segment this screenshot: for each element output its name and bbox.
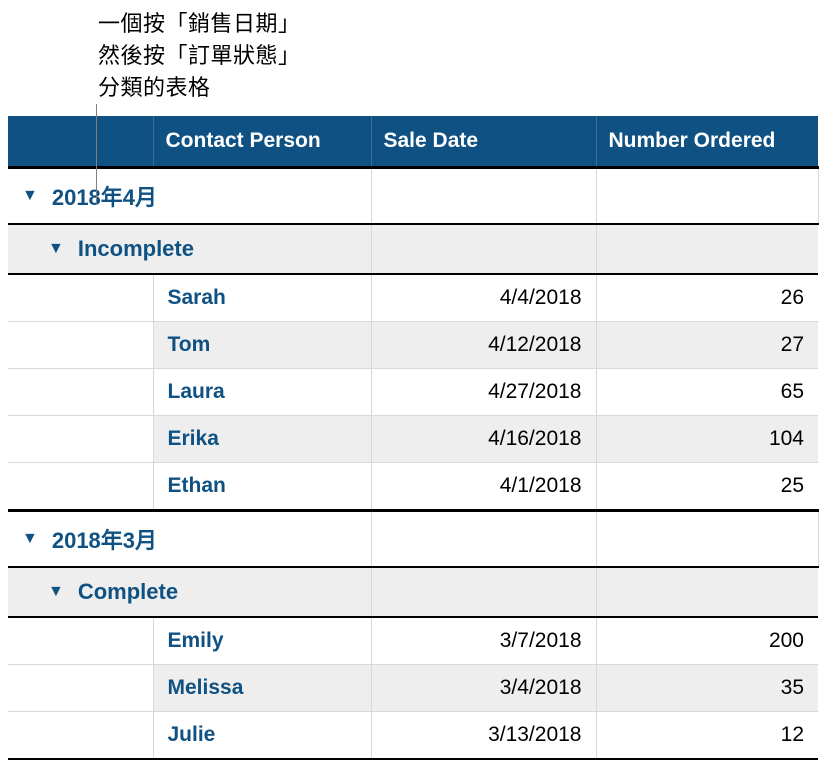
disclosure-triangle-icon[interactable]: ▼ xyxy=(22,530,38,548)
date-cell[interactable]: 3/7/2018 xyxy=(371,617,596,665)
header-num[interactable]: Number Ordered xyxy=(596,116,818,168)
num-cell[interactable]: 27 xyxy=(596,321,818,368)
contact-cell[interactable]: Ethan xyxy=(153,462,371,510)
contact-cell[interactable]: Emily xyxy=(153,617,371,665)
num-cell[interactable]: 65 xyxy=(596,368,818,415)
table-row[interactable]: Julie3/13/201812 xyxy=(8,711,818,759)
disclosure-triangle-icon[interactable]: ▼ xyxy=(48,240,64,258)
contact-cell[interactable]: Laura xyxy=(153,368,371,415)
indent-cell xyxy=(8,664,153,711)
group1-label: 2018年3月 xyxy=(52,523,157,555)
group-empty-cell xyxy=(596,224,818,274)
date-cell[interactable]: 4/12/2018 xyxy=(371,321,596,368)
table-row[interactable]: Tom4/12/201827 xyxy=(8,321,818,368)
table-row[interactable]: Emily3/7/2018200 xyxy=(8,617,818,665)
table-row[interactable]: Melissa3/4/201835 xyxy=(8,664,818,711)
disclosure-triangle-icon[interactable]: ▼ xyxy=(22,187,38,205)
date-cell[interactable]: 4/4/2018 xyxy=(371,274,596,322)
contact-cell[interactable]: Sarah xyxy=(153,274,371,322)
table-row[interactable]: Laura4/27/201865 xyxy=(8,368,818,415)
group-empty-cell xyxy=(371,224,596,274)
group-empty-cell xyxy=(371,167,596,224)
num-cell[interactable]: 25 xyxy=(596,462,818,510)
callout-line1: 一個按「銷售日期」 xyxy=(98,8,818,40)
header-contact[interactable]: Contact Person xyxy=(153,116,371,168)
num-cell[interactable]: 104 xyxy=(596,415,818,462)
contact-cell[interactable]: Erika xyxy=(153,415,371,462)
date-cell[interactable]: 3/4/2018 xyxy=(371,664,596,711)
date-cell[interactable]: 4/27/2018 xyxy=(371,368,596,415)
date-cell[interactable]: 4/16/2018 xyxy=(371,415,596,462)
table-row[interactable]: Erika4/16/2018104 xyxy=(8,415,818,462)
group-empty-cell xyxy=(596,567,818,617)
callout-line2: 然後按「訂單狀態」 xyxy=(98,40,818,72)
date-cell[interactable]: 4/1/2018 xyxy=(371,462,596,510)
group-row-level2[interactable]: ▼ Complete xyxy=(8,567,818,617)
table-row[interactable]: Ethan4/1/201825 xyxy=(8,462,818,510)
header-date[interactable]: Sale Date xyxy=(371,116,596,168)
data-table: Contact Person Sale Date Number Ordered … xyxy=(8,116,819,760)
indent-cell xyxy=(8,711,153,759)
callout-pointer-line xyxy=(96,104,97,204)
num-cell[interactable]: 26 xyxy=(596,274,818,322)
table-row[interactable]: Sarah4/4/201826 xyxy=(8,274,818,322)
group-row-level1[interactable]: ▼ 2018年4月 xyxy=(8,167,818,224)
disclosure-triangle-icon[interactable]: ▼ xyxy=(48,583,64,601)
indent-cell xyxy=(8,617,153,665)
contact-cell[interactable]: Tom xyxy=(153,321,371,368)
group-empty-cell xyxy=(371,510,596,567)
group-empty-cell xyxy=(371,567,596,617)
indent-cell xyxy=(8,415,153,462)
indent-cell xyxy=(8,321,153,368)
indent-cell xyxy=(8,368,153,415)
group-row-level1[interactable]: ▼ 2018年3月 xyxy=(8,510,818,567)
num-cell[interactable]: 35 xyxy=(596,664,818,711)
indent-cell xyxy=(8,462,153,510)
num-cell[interactable]: 12 xyxy=(596,711,818,759)
group2-label: Complete xyxy=(78,579,178,605)
contact-cell[interactable]: Melissa xyxy=(153,664,371,711)
num-cell[interactable]: 200 xyxy=(596,617,818,665)
callout-annotation: 一個按「銷售日期」 然後按「訂單狀態」 分類的表格 xyxy=(98,8,818,104)
table-header-row: Contact Person Sale Date Number Ordered xyxy=(8,116,818,168)
date-cell[interactable]: 3/13/2018 xyxy=(371,711,596,759)
group1-label: 2018年4月 xyxy=(52,180,157,212)
group-empty-cell xyxy=(596,510,818,567)
group-row-level2[interactable]: ▼ Incomplete xyxy=(8,224,818,274)
callout-line3: 分類的表格 xyxy=(98,72,818,104)
contact-cell[interactable]: Julie xyxy=(153,711,371,759)
group2-label: Incomplete xyxy=(78,236,194,262)
header-blank[interactable] xyxy=(8,116,153,168)
indent-cell xyxy=(8,274,153,322)
group-empty-cell xyxy=(596,167,818,224)
